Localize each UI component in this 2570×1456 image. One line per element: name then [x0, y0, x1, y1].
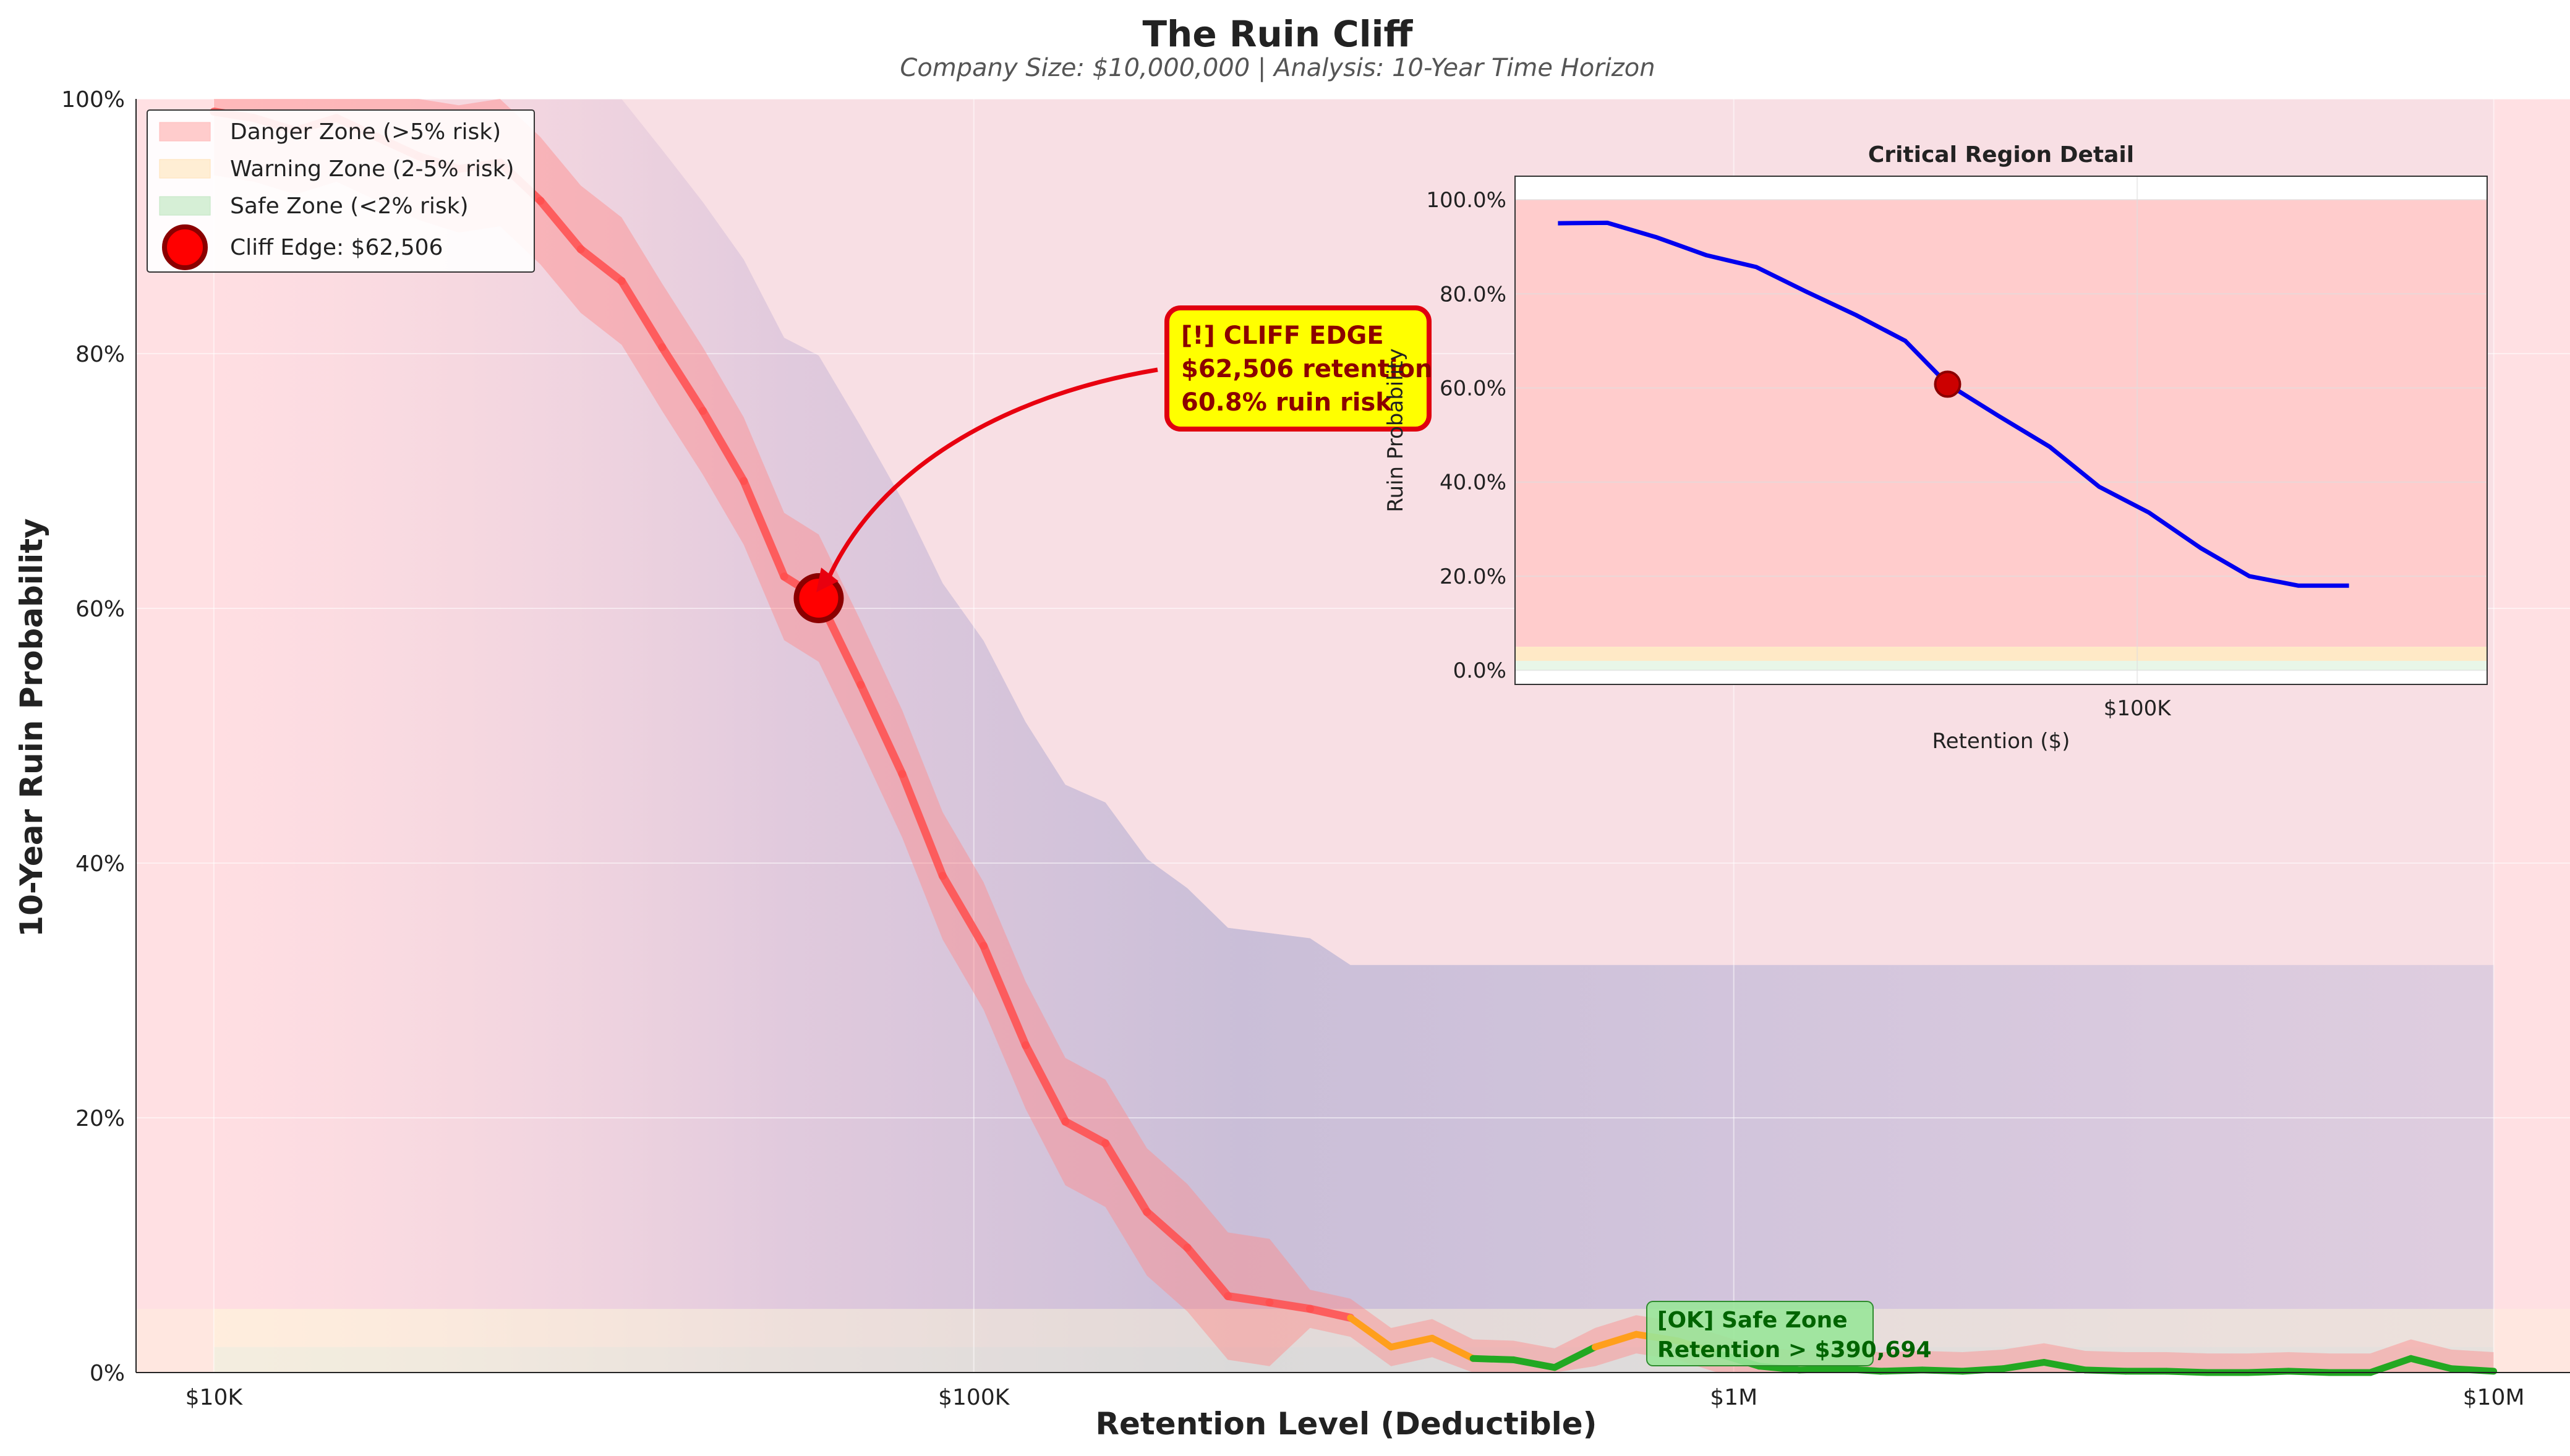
- legend-label-safe: Safe Zone (<2% risk): [230, 194, 469, 219]
- curve-segment: [1183, 1243, 1232, 1300]
- curve-segment: [1022, 1041, 1070, 1126]
- curve-segment: [1918, 1366, 1966, 1375]
- left-edge-strip: [136, 99, 214, 1373]
- curve-segment: [2448, 1365, 2498, 1375]
- legend-swatch-safe: [159, 196, 211, 216]
- curve-segment: [576, 245, 626, 286]
- safe-zone-annotation: [OK] Safe Zone Retention > $390,694: [1646, 1301, 1932, 1366]
- curve-segment: [980, 942, 1030, 1050]
- annotation-arrow: [826, 367, 1158, 579]
- curve-segment: [1428, 1334, 1477, 1362]
- y-tick-label: 20%: [75, 1106, 125, 1131]
- chart-title: The Ruin Cliff: [1142, 13, 1413, 55]
- annotation-box: [1164, 305, 1432, 432]
- annotation-line-3: 60.8% ruin risk: [1181, 388, 1393, 417]
- chart-subtitle: Company Size: $10,000,000 | Analysis: 10…: [900, 54, 1655, 82]
- curve-segment: [2367, 1355, 2415, 1376]
- curve-segment: [658, 343, 707, 415]
- x-tick-label: $100K: [938, 1385, 1010, 1410]
- curve-segment: [1959, 1365, 2007, 1375]
- legend-label-cliff: Cliff Edge: $62,506: [230, 235, 443, 260]
- inset-y-tick-label: 60.0%: [1440, 377, 1506, 401]
- curve-segment: [1592, 1330, 1640, 1351]
- curve-segment: [1877, 1366, 1926, 1375]
- y-tick-label: 100%: [61, 87, 125, 113]
- curve-segment: [1347, 1314, 1394, 1351]
- curve-segment: [536, 197, 585, 253]
- inset-y-tick-label: 20.0%: [1440, 564, 1506, 589]
- x-tick-label: $10M: [2463, 1385, 2525, 1410]
- x-tick-label: $1M: [1710, 1385, 1757, 1410]
- curve-segment: [740, 477, 788, 581]
- curve-segment: [1101, 1139, 1151, 1216]
- inset-y-tick-label: 0.0%: [1453, 658, 1506, 683]
- curve-segment: [1756, 1363, 1803, 1374]
- curve-segment: [2040, 1359, 2089, 1374]
- inset-x-tick-label: $100K: [2104, 696, 2172, 721]
- inset-warning-zone: [1515, 647, 2487, 661]
- inset-y-tick-label: 80.0%: [1440, 282, 1506, 307]
- curve-segment: [1469, 1355, 1517, 1363]
- annotation-line-1: [!] CLIFF EDGE: [1181, 321, 1384, 350]
- y-tick-label: 60%: [75, 597, 125, 622]
- curve-segment: [1796, 1365, 1844, 1374]
- curve-segment: [1388, 1334, 1436, 1351]
- legend-swatch-danger: [159, 122, 211, 142]
- curve-segment: [2407, 1355, 2455, 1373]
- safe-zone-line-1: [OK] Safe Zone: [1657, 1308, 1848, 1333]
- curve-segment: [1837, 1365, 1884, 1375]
- y-tick-label: 0%: [90, 1361, 125, 1386]
- inset-y-tick-label: 100.0%: [1426, 188, 1506, 213]
- safe-zone-line-2: Retention > $390,694: [1657, 1337, 1932, 1363]
- curve-segment: [1265, 1298, 1314, 1313]
- inset-title: Critical Region Detail: [1868, 142, 2134, 168]
- y-axis-label: 10-Year Ruin Probability: [14, 518, 49, 937]
- y-tick-label: 40%: [75, 851, 125, 877]
- cliff-edge-annotation: [!] CLIFF EDGE $62,506 retention 60.8% r…: [816, 305, 1432, 592]
- curve-segment: [1224, 1292, 1274, 1307]
- y-tick-label: 80%: [75, 342, 125, 367]
- annotation-arrowhead: [816, 568, 839, 592]
- cliff-edge-marker: [793, 573, 844, 624]
- curve-segment: [1551, 1343, 1599, 1371]
- legend-label-danger: Danger Zone (>5% risk): [230, 119, 501, 145]
- inset-x-label: Retention ($): [1932, 729, 2070, 754]
- curve-segment: [1061, 1117, 1110, 1147]
- x-tick-label: $10K: [186, 1385, 244, 1410]
- inset-safe-zone: [1515, 660, 2487, 671]
- uncertainty-cloud: [213, 99, 2494, 1373]
- curve-segment: [699, 407, 748, 485]
- curve-segment: [898, 770, 947, 880]
- inset-cliff-marker: [1934, 370, 1962, 398]
- curve-segment: [1306, 1305, 1355, 1322]
- curve-segment: [1510, 1356, 1558, 1371]
- curve-segment: [938, 872, 988, 950]
- inset-y-label: Ruin Probability: [1383, 348, 1408, 512]
- legend: Danger Zone (>5% risk) Warning Zone (2-5…: [147, 109, 535, 273]
- annotation-line-2: $62,506 retention: [1181, 355, 1432, 383]
- inset-y-tick-label: 40.0%: [1440, 470, 1506, 495]
- curve-segment: [1143, 1207, 1192, 1252]
- inset-chart: 0.0% 20.0% 40.0% 60.0% 80.0% 100.0% $100K Crit…: [1383, 142, 2488, 754]
- curve-segment: [617, 277, 667, 352]
- x-axis-label: Retention Level (Deductible): [1095, 1406, 1597, 1442]
- safe-zone-box: [1646, 1301, 1874, 1366]
- curve-segment: [1999, 1359, 2047, 1373]
- curve-segment: [856, 681, 907, 778]
- legend-swatch-warning: [159, 159, 211, 179]
- legend-marker-cliff: [162, 224, 208, 270]
- right-edge-strip: [2493, 99, 2570, 1373]
- legend-box: [147, 109, 535, 273]
- curve-segment: [2081, 1366, 2130, 1375]
- legend-label-warning: Warning Zone (2-5% risk): [230, 156, 514, 182]
- inset-frame: [1514, 176, 2488, 685]
- inset-danger-zone: [1515, 200, 2487, 647]
